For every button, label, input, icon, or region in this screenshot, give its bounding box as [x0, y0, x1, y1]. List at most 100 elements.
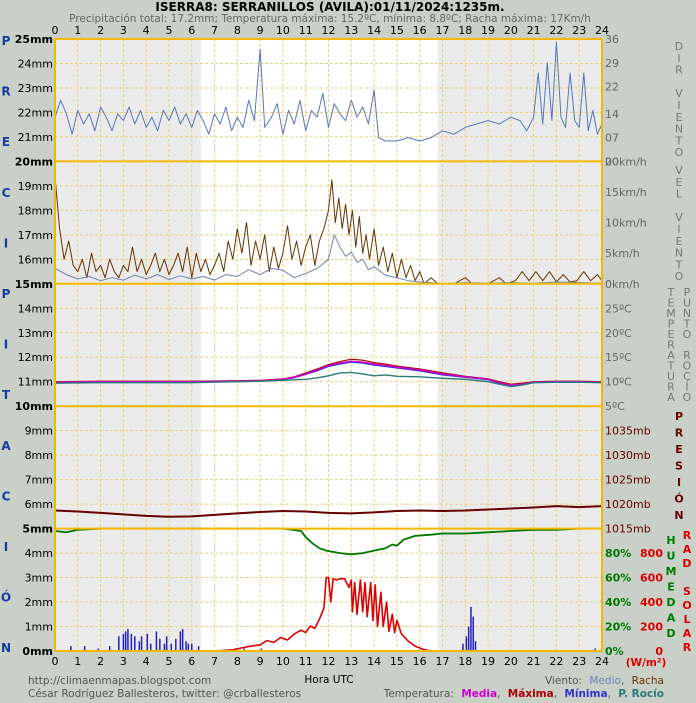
hour-tick-label-bottom: 21	[527, 655, 541, 668]
hour-tick-label-top: 7	[211, 24, 218, 37]
left-title-letter: A	[1, 439, 11, 453]
wind-legend-sep: ,	[621, 675, 624, 687]
radiation-title-letter: R	[683, 529, 692, 542]
hour-tick-label-top: 14	[367, 24, 381, 37]
radiation-title-letter: S	[683, 585, 691, 598]
precip-tick-label: 14mm	[18, 302, 53, 315]
temp-title-letter: U	[667, 370, 675, 383]
left-title-letter: Ó	[1, 590, 11, 605]
dew-title-letter: C	[683, 370, 691, 383]
radiation-title-letter: A	[683, 543, 692, 556]
precip-tick-label: 6mm	[25, 498, 53, 511]
pressure-tick-label: 1015mb	[605, 523, 651, 536]
hour-tick-label-bottom: 11	[299, 655, 313, 668]
pressure-tick-label: 1035mb	[605, 425, 651, 438]
precip-tick-label: 4mm	[25, 547, 53, 560]
radiation-title-letter: A	[683, 627, 692, 640]
hour-tick-label-bottom: 6	[188, 655, 195, 668]
hour-tick-label-top: 21	[527, 24, 541, 37]
temp-legend: Temperatura: Media, Máxima, Mínima, P. R…	[383, 688, 664, 700]
wind-dir-tick-label: 00	[605, 155, 619, 168]
radiation-title-letter: O	[682, 599, 691, 612]
hour-tick-label-bottom: 20	[504, 655, 518, 668]
precip-tick-label: 16mm	[18, 253, 53, 266]
wind-dir-title-letter: D	[675, 40, 683, 53]
hour-tick-label-top: 9	[257, 24, 264, 37]
radiation-title-letter: R	[683, 641, 692, 654]
temp-tick-label: 15ºC	[605, 351, 632, 364]
hour-tick-label-top: 13	[344, 24, 358, 37]
wind-dir-title-letter: V	[675, 87, 683, 100]
dew-title-letter: U	[683, 297, 691, 310]
x-axis-label: Hora UTC	[304, 674, 353, 686]
hour-tick-label-bottom: 8	[234, 655, 241, 668]
hour-tick-label-bottom: 22	[549, 655, 563, 668]
precip-tick-label: 25mm	[15, 33, 53, 46]
hour-tick-label-top: 24	[595, 24, 609, 37]
wind-vel-title-letter: E	[676, 235, 683, 248]
hour-tick-label-top: 22	[549, 24, 563, 37]
temp-title-letter: A	[667, 349, 675, 362]
hour-tick-label-top: 4	[143, 24, 150, 37]
wind-dir-title-letter: I	[677, 52, 680, 65]
wind-legend-label: Viento:	[545, 675, 582, 687]
pressure-title-letter: Ó	[674, 493, 683, 506]
precip-tick-label: 21mm	[18, 131, 53, 144]
radiation-title-letter: L	[683, 613, 690, 626]
wind-vel-title-letter: V	[675, 164, 683, 177]
pressure-title-letter: I	[677, 476, 681, 489]
wind-speed-tick-label: 0km/h	[605, 278, 640, 291]
radiation-tick-label: 800	[640, 547, 663, 560]
pressure-title-letter: R	[675, 427, 684, 440]
hour-tick-label-bottom: 4	[143, 655, 150, 668]
dew-title-letter: O	[683, 391, 692, 404]
pressure-title-letter: P	[675, 410, 683, 423]
humidity-tick-label: 40%	[605, 596, 631, 609]
temp-title-letter: T	[667, 360, 675, 373]
hour-tick-label-top: 18	[458, 24, 472, 37]
temp-legend-maxima: Máxima	[508, 688, 554, 700]
hour-tick-label-top: 17	[435, 24, 449, 37]
hour-tick-label-top: 6	[188, 24, 195, 37]
wind-vel-title-letter: I	[677, 223, 680, 236]
hour-tick-label-top: 16	[413, 24, 427, 37]
daylight-background	[200, 39, 438, 651]
hour-tick-label-bottom: 7	[211, 655, 218, 668]
panel-separators	[54, 38, 603, 652]
precip-tick-label: 1mm	[25, 621, 53, 634]
wind-dir-title-letter: T	[675, 134, 683, 147]
temp-tick-label: 20ºC	[605, 327, 632, 340]
hour-tick-label-top: 3	[120, 24, 127, 37]
hour-tick-label-bottom: 14	[367, 655, 381, 668]
hour-tick-label-bottom: 1	[74, 655, 81, 668]
humidity-tick-label: 20%	[605, 621, 631, 634]
left-title-letter: P	[2, 34, 11, 48]
dew-title-letter: T	[683, 318, 691, 331]
wind-dir-title-letter: E	[676, 111, 683, 124]
wind-legend-racha: Racha	[632, 675, 664, 687]
wind-vel-title-letter: T	[675, 258, 683, 271]
hour-tick-label-top: 10	[276, 24, 290, 37]
wind-dir-tick-label: 07	[605, 132, 619, 145]
left-title-letter: R	[1, 85, 10, 99]
hour-tick-label-bottom: 17	[435, 655, 449, 668]
temp-title-letter: R	[667, 381, 675, 394]
left-title-letter: E	[2, 135, 10, 149]
hour-tick-label-bottom: 24	[595, 655, 609, 668]
left-title-letter: C	[2, 489, 11, 503]
hour-tick-label-bottom: 10	[276, 655, 290, 668]
chart-subtitle: Precipitación total: 17.2mm; Temperatura…	[69, 13, 591, 25]
pressure-title-letter: N	[674, 509, 683, 522]
footer-author: César Rodríguez Ballesteros, twitter: @c…	[28, 688, 301, 700]
wind-speed-tick-label: 20km/h	[605, 155, 647, 168]
hour-tick-label-top: 1	[74, 24, 81, 37]
wind-dir-title-letter: I	[677, 99, 680, 112]
precip-tick-label: 24mm	[18, 57, 53, 70]
radiation-tick-label: 600	[640, 572, 663, 585]
humidity-title-letter: A	[667, 612, 676, 625]
left-title-letter: I	[4, 540, 8, 554]
temp-title-letter: E	[668, 297, 675, 310]
footer-url[interactable]: http://climaenmapas.blogspot.com	[28, 675, 211, 687]
temp-title-letter: A	[667, 391, 675, 404]
